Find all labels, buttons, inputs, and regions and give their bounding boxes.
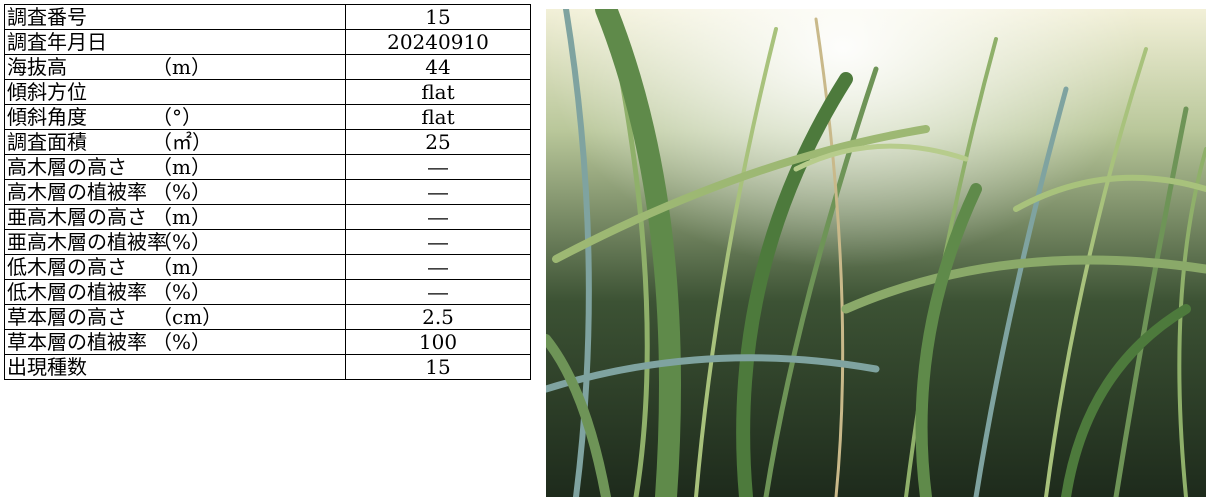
row-value: 15 (345, 354, 531, 380)
table-row: 海抜高 （m） 44 (4, 54, 531, 80)
row-label-cell: 調査年月日 (4, 29, 346, 55)
row-label-cell: 亜高木層の植被率（%） (4, 229, 346, 255)
row-label-cell: 高木層の高さ （m） (4, 154, 346, 180)
row-label-cell: 海抜高 （m） (4, 54, 346, 80)
table-row: 調査年月日 20240910 (4, 29, 531, 55)
row-label-cell: 高木層の植被率 （%） (4, 179, 346, 205)
row-value: 20240910 (345, 29, 531, 55)
row-label: 調査面積 (7, 130, 87, 154)
row-label: 低木層の高さ (7, 255, 127, 279)
grass-photo-illustration (546, 9, 1206, 497)
row-label-cell: 調査面積 （㎡） (4, 129, 346, 155)
row-label: 高木層の植被率 (7, 180, 147, 204)
survey-table-body: 調査番号 15 調査年月日 20240910 海抜高 （m） 44 傾斜方位 flat 傾… (4, 4, 531, 380)
row-value: ― (345, 229, 531, 255)
row-value: 2.5 (345, 304, 531, 330)
row-value: flat (345, 104, 531, 130)
grass-blades-front (546, 9, 1206, 497)
row-label: 海抜高 (7, 55, 67, 79)
row-label: 草本層の高さ (7, 305, 127, 329)
row-unit: （%） (152, 230, 212, 254)
table-row: 出現種数 15 (4, 354, 531, 380)
table-row: 高木層の植被率 （%） ― (4, 179, 531, 205)
row-label: 出現種数 (7, 355, 87, 379)
table-row: 低木層の高さ （m） ― (4, 254, 531, 280)
row-unit: （%） (152, 280, 212, 304)
row-unit: （m） (152, 205, 211, 229)
row-label-cell: 草本層の高さ （cm） (4, 304, 346, 330)
grass-blades-back (563, 9, 1206, 497)
row-label-cell: 調査番号 (4, 4, 346, 30)
table-row: 草本層の植被率 （%） 100 (4, 329, 531, 355)
row-value: 15 (345, 4, 531, 30)
row-value: ― (345, 154, 531, 180)
row-label-cell: 草本層の植被率 （%） (4, 329, 346, 355)
row-unit: （cm） (152, 305, 223, 329)
table-row: 亜高木層の植被率（%） ― (4, 229, 531, 255)
row-label: 調査年月日 (7, 30, 107, 54)
row-value: ― (345, 254, 531, 280)
row-label: 低木層の植被率 (7, 280, 147, 304)
row-value: 25 (345, 129, 531, 155)
row-label: 調査番号 (7, 5, 87, 29)
vegetation-photo (546, 9, 1206, 497)
table-row: 調査番号 15 (4, 4, 531, 30)
table-row: 草本層の高さ （cm） 2.5 (4, 304, 531, 330)
row-label-cell: 低木層の植被率 （%） (4, 279, 346, 305)
table-row: 低木層の植被率 （%） ― (4, 279, 531, 305)
row-unit: （m） (152, 55, 211, 79)
row-label-cell: 傾斜方位 (4, 79, 346, 105)
row-value: ― (345, 279, 531, 305)
row-unit: （m） (152, 155, 211, 179)
row-label: 亜高木層の植被率 (7, 230, 167, 254)
row-unit: （%） (152, 180, 212, 204)
row-label-cell: 低木層の高さ （m） (4, 254, 346, 280)
row-label-cell: 出現種数 (4, 354, 346, 380)
row-unit: （°） (152, 105, 202, 129)
row-value: flat (345, 79, 531, 105)
row-value: ― (345, 179, 531, 205)
table-row: 傾斜角度 （°） flat (4, 104, 531, 130)
survey-data-table: 調査番号 15 調査年月日 20240910 海抜高 （m） 44 傾斜方位 flat 傾… (4, 4, 531, 380)
row-unit: （m） (152, 255, 211, 279)
row-label-cell: 亜高木層の高さ （m） (4, 204, 346, 230)
row-label-cell: 傾斜角度 （°） (4, 104, 346, 130)
row-label: 亜高木層の高さ (7, 205, 147, 229)
row-value: ― (345, 204, 531, 230)
table-row: 傾斜方位 flat (4, 79, 531, 105)
row-label: 高木層の高さ (7, 155, 127, 179)
row-unit: （%） (152, 330, 212, 354)
row-label: 草本層の植被率 (7, 330, 147, 354)
table-row: 高木層の高さ （m） ― (4, 154, 531, 180)
table-row: 調査面積 （㎡） 25 (4, 129, 531, 155)
row-label: 傾斜方位 (7, 80, 87, 104)
row-unit: （㎡） (152, 130, 212, 154)
table-row: 亜高木層の高さ （m） ― (4, 204, 531, 230)
row-label: 傾斜角度 (7, 105, 87, 129)
row-value: 100 (345, 329, 531, 355)
row-value: 44 (345, 54, 531, 80)
